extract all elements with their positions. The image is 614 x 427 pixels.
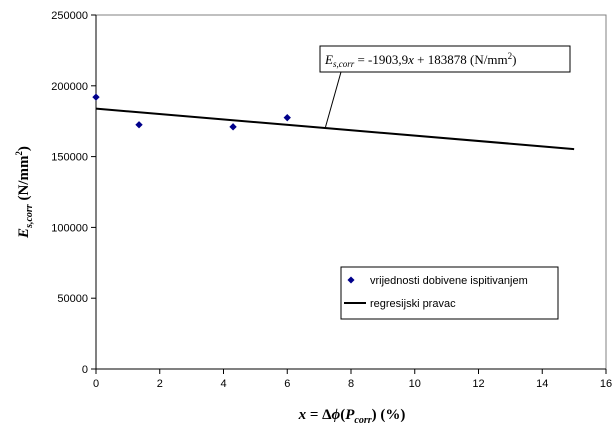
x-axis-title-equals: = Δ bbox=[306, 407, 332, 423]
y-tick-label: 250000 bbox=[51, 10, 88, 22]
x-axis-title-variable: x bbox=[298, 407, 307, 423]
x-axis-title-phi: ϕ bbox=[332, 407, 341, 423]
y-axis-title-symbol: E bbox=[16, 228, 32, 239]
equation-close: ) bbox=[512, 52, 516, 67]
legend-item-points: vrijednosti dobivene ispitivanjem bbox=[347, 275, 528, 287]
regression-line bbox=[95, 107, 575, 151]
x-tick-label: 8 bbox=[348, 378, 354, 390]
x-axis-title-close: ) bbox=[372, 407, 377, 423]
equation-superscript: 2 bbox=[508, 51, 513, 61]
y-tick-label: 50000 bbox=[57, 293, 88, 305]
equation-subscript: s,corr bbox=[333, 59, 355, 69]
equation-x: x bbox=[407, 52, 414, 67]
y-tick-label: 200000 bbox=[51, 81, 88, 93]
legend-marker-diamond bbox=[347, 276, 355, 284]
legend-item-line: regresijski pravac bbox=[344, 298, 456, 310]
legend-label-line: regresijski pravac bbox=[370, 298, 456, 310]
y-tick-label: 100000 bbox=[51, 222, 88, 234]
data-point bbox=[283, 113, 291, 122]
legend-box bbox=[340, 266, 559, 320]
legend: vrijednosti dobivene ispitivanjem regres… bbox=[340, 266, 559, 320]
y-axis-title-unit: (N/mm bbox=[16, 155, 32, 204]
equation-text: Es,corr = -1903,9x + 183878 (N/mm2) bbox=[324, 51, 516, 69]
x-tick-label: 12 bbox=[472, 378, 484, 390]
equation-e: E bbox=[324, 52, 333, 67]
x-axis-title-subscript: corr bbox=[354, 415, 371, 426]
x-tick-label: 10 bbox=[409, 378, 421, 390]
data-point bbox=[135, 121, 143, 129]
y-axis-title: Es,corr (N/mm2) bbox=[14, 146, 35, 239]
equation-rest: + 183878 (N/mm bbox=[414, 52, 508, 67]
equation-mid: = -1903,9 bbox=[354, 52, 408, 67]
data-point bbox=[92, 93, 100, 101]
y-tick-label: 0 bbox=[82, 364, 88, 376]
x-axis-title-open: ( bbox=[340, 407, 345, 423]
x-tick-label: 4 bbox=[220, 378, 226, 390]
y-axis: 0 50000 100000 150000 200000 250000 bbox=[51, 10, 97, 376]
legend-label-points: vrijednosti dobivene ispitivanjem bbox=[370, 275, 528, 287]
y-axis-title-close: ) bbox=[16, 146, 32, 151]
y-axis-title-subscript: s,corr bbox=[24, 204, 35, 229]
y-tick-label: 150000 bbox=[51, 152, 88, 164]
x-tick-label: 6 bbox=[284, 378, 290, 390]
x-tick-label: 0 bbox=[93, 378, 99, 390]
x-axis-title-unit: (%) bbox=[377, 407, 406, 423]
y-axis-title-superscript: 2 bbox=[14, 151, 24, 156]
x-axis: 0 2 4 6 8 10 12 14 16 bbox=[93, 368, 612, 390]
equation-annotation: Es,corr = -1903,9x + 183878 (N/mm2) bbox=[319, 45, 571, 128]
x-axis-title: x = Δϕ(Pcorr) (%) bbox=[298, 407, 406, 426]
series-layer bbox=[92, 93, 575, 151]
equation-leader-line bbox=[325, 71, 342, 128]
equation-box bbox=[319, 45, 571, 73]
x-tick-label: 16 bbox=[600, 378, 612, 390]
x-tick-label: 14 bbox=[536, 378, 548, 390]
x-axis-title-p: P bbox=[345, 407, 355, 423]
data-point bbox=[229, 123, 237, 131]
x-tick-label: 2 bbox=[157, 378, 163, 390]
